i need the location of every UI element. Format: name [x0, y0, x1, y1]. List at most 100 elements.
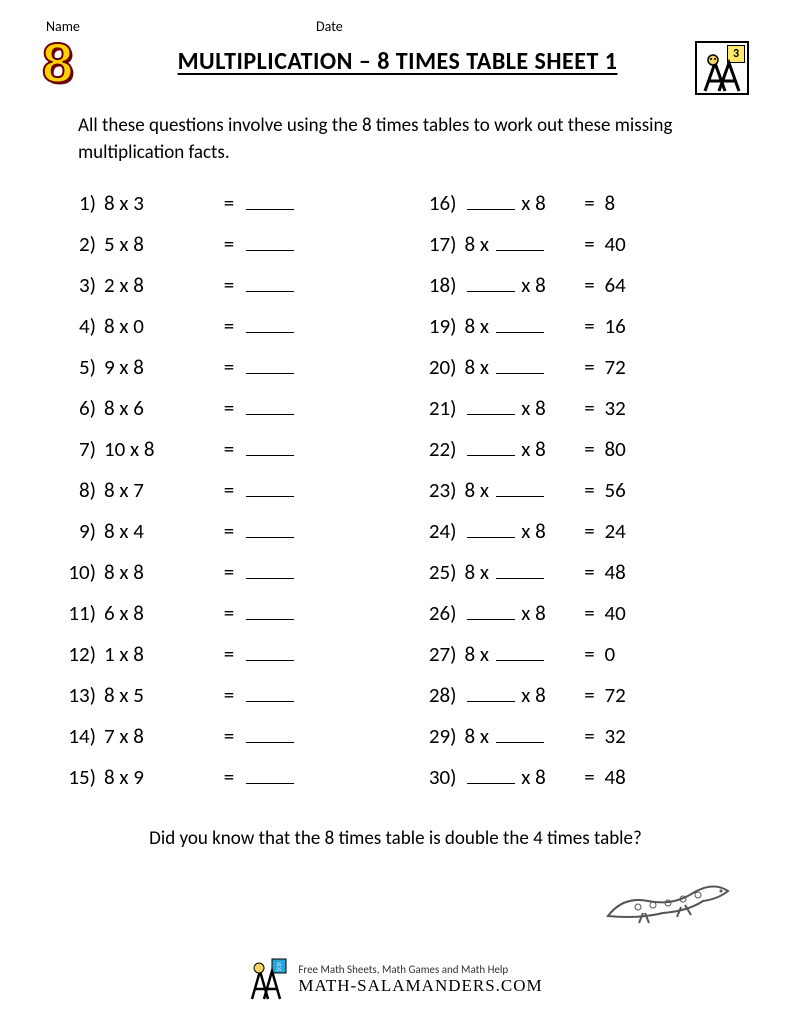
answer-blank[interactable] — [244, 313, 304, 339]
footnote: Did you know that the 8 times table is d… — [42, 827, 749, 850]
worksheet-title: MULTIPLICATION – 8 TIMES TABLE SHEET 1 — [110, 47, 685, 76]
number-badge-icon: 8 — [42, 35, 100, 93]
problem-row: 16) x 8=8 — [419, 190, 750, 231]
problem-expression: 8 x 5 — [104, 682, 214, 708]
answer-blank[interactable] — [244, 477, 304, 503]
problems-column-right: 16) x 8=817)8 x =4018) x 8=6419)8 x =162… — [419, 190, 750, 805]
expression-blank[interactable] — [496, 478, 544, 497]
problem-expression: 8 x 3 — [104, 190, 214, 216]
answer-blank[interactable] — [244, 641, 304, 667]
problem-number: 15) — [58, 764, 104, 790]
problem-expression: 8 x — [465, 477, 575, 503]
problem-row: 6)8 x 6= — [58, 395, 389, 436]
problem-row: 11)6 x 8= — [58, 600, 389, 641]
equals-sign: = — [575, 682, 605, 708]
problem-row: 21) x 8=32 — [419, 395, 750, 436]
answer-blank[interactable] — [244, 600, 304, 626]
problem-expression: x 8 — [465, 436, 575, 462]
footer-site: MATH-SALAMANDERS.COM — [298, 976, 542, 996]
problem-row: 8)8 x 7= — [58, 477, 389, 518]
expression-blank[interactable] — [467, 519, 515, 538]
equals-sign: = — [575, 190, 605, 216]
answer-blank[interactable] — [244, 723, 304, 749]
equals-sign: = — [214, 518, 244, 544]
answer-blank[interactable] — [244, 272, 304, 298]
problem-row: 29)8 x =32 — [419, 723, 750, 764]
answer-blank[interactable] — [244, 231, 304, 257]
expression-blank[interactable] — [496, 314, 544, 333]
problem-number: 2) — [58, 231, 104, 257]
equals-sign: = — [575, 764, 605, 790]
expression-blank[interactable] — [467, 396, 515, 415]
problem-row: 20)8 x =72 — [419, 354, 750, 395]
problem-expression: 8 x — [465, 354, 575, 380]
expression-blank[interactable] — [467, 273, 515, 292]
problem-number: 11) — [58, 600, 104, 626]
equals-sign: = — [575, 231, 605, 257]
answer-blank[interactable] — [244, 436, 304, 462]
expression-blank[interactable] — [496, 724, 544, 743]
problem-expression: 7 x 8 — [104, 723, 214, 749]
expression-blank[interactable] — [496, 560, 544, 579]
problem-expression: 10 x 8 — [104, 436, 214, 462]
answer-blank[interactable] — [244, 518, 304, 544]
answer-blank[interactable] — [244, 559, 304, 585]
equals-sign: = — [214, 190, 244, 216]
expression-blank[interactable] — [467, 437, 515, 456]
answer-value: 32 — [605, 723, 665, 749]
date-label: Date — [316, 18, 343, 35]
problem-expression: 8 x — [465, 231, 575, 257]
expression-blank[interactable] — [467, 601, 515, 620]
answer-value: 72 — [605, 354, 665, 380]
problem-row: 28) x 8=72 — [419, 682, 750, 723]
expression-blank[interactable] — [467, 765, 515, 784]
equals-sign: = — [575, 723, 605, 749]
problem-row: 25)8 x =48 — [419, 559, 750, 600]
expression-blank[interactable] — [467, 683, 515, 702]
answer-value: 80 — [605, 436, 665, 462]
problem-row: 19)8 x =16 — [419, 313, 750, 354]
expression-blank[interactable] — [496, 642, 544, 661]
problem-expression: x 8 — [465, 272, 575, 298]
problem-expression: 1 x 8 — [104, 641, 214, 667]
problem-number: 30) — [419, 764, 465, 790]
problem-expression: 9 x 8 — [104, 354, 214, 380]
expression-blank[interactable] — [496, 232, 544, 251]
problem-expression: 8 x 7 — [104, 477, 214, 503]
problem-number: 27) — [419, 641, 465, 667]
problem-row: 27)8 x =0 — [419, 641, 750, 682]
equals-sign: = — [575, 395, 605, 421]
problem-expression: 8 x — [465, 313, 575, 339]
problem-number: 12) — [58, 641, 104, 667]
answer-blank[interactable] — [244, 190, 304, 216]
name-label: Name — [46, 18, 316, 35]
equals-sign: = — [214, 395, 244, 421]
problem-row: 18) x 8=64 — [419, 272, 750, 313]
problem-number: 1) — [58, 190, 104, 216]
answer-blank[interactable] — [244, 682, 304, 708]
footer-text: Free Math Sheets, Math Games and Math He… — [298, 963, 542, 996]
equals-sign: = — [214, 723, 244, 749]
worksheet-page: Name Date 8 MULTIPLICATION – 8 TIMES TAB… — [0, 0, 791, 850]
problem-row: 5)9 x 8= — [58, 354, 389, 395]
answer-blank[interactable] — [244, 354, 304, 380]
problem-number: 3) — [58, 272, 104, 298]
answer-value: 56 — [605, 477, 665, 503]
problem-row: 12)1 x 8= — [58, 641, 389, 682]
problem-expression: 6 x 8 — [104, 600, 214, 626]
problem-expression: x 8 — [465, 395, 575, 421]
problem-expression: 8 x 6 — [104, 395, 214, 421]
expression-blank[interactable] — [467, 191, 515, 210]
svg-text:25: 25 — [277, 967, 283, 973]
problem-number: 21) — [419, 395, 465, 421]
problem-number: 9) — [58, 518, 104, 544]
problems-column-left: 1)8 x 3=2)5 x 8=3)2 x 8=4)8 x 0=5)9 x 8=… — [58, 190, 389, 805]
expression-blank[interactable] — [496, 355, 544, 374]
answer-blank[interactable] — [244, 395, 304, 421]
problem-number: 8) — [58, 477, 104, 503]
answer-blank[interactable] — [244, 764, 304, 790]
problem-expression: 8 x 9 — [104, 764, 214, 790]
problem-number: 24) — [419, 518, 465, 544]
problem-number: 13) — [58, 682, 104, 708]
problem-row: 13)8 x 5= — [58, 682, 389, 723]
